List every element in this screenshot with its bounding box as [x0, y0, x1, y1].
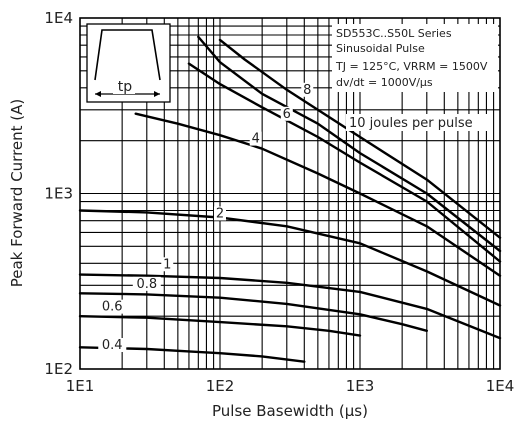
curve-label-bg — [249, 131, 262, 146]
annotation-line-1: SD553C..S50L Series — [336, 27, 452, 40]
curve-label-bg — [98, 338, 127, 353]
energy-label: 10 joules per pulse — [349, 116, 473, 131]
curve-1 — [78, 273, 502, 340]
tp-arrow-left-head — [95, 91, 101, 97]
y-axis-label: Peak Forward Current (A) — [8, 99, 26, 288]
curve-label-bg — [301, 82, 314, 97]
x-tick-label: 1E4 — [486, 377, 515, 395]
curve-label-0-8: 0.8 — [136, 277, 157, 292]
curve-label-0-4: 0.4 — [102, 338, 123, 353]
curve-label-bg — [98, 299, 127, 314]
annotation-line-4: dv/dt = 1000V/µs — [336, 76, 433, 89]
curve-8 — [197, 35, 502, 253]
curve-label-bg — [161, 257, 174, 272]
annotation-line-3: TJ = 125°C, VRRM = 1500V — [335, 60, 488, 73]
annotation-line-2: Sinusoidal Pulse — [336, 42, 425, 55]
y-tick-label: 1E2 — [44, 360, 73, 378]
tp-label: tp — [118, 79, 132, 95]
x-axis-label: Pulse Basewidth (µs) — [212, 402, 368, 420]
plot-frame — [79, 17, 501, 370]
curve-label-8: 8 — [303, 83, 311, 98]
curve-6 — [187, 62, 502, 263]
pulse-shape — [94, 29, 161, 81]
series-annotation: SD553C..S50L Series Sinusoidal Pulse TJ … — [332, 24, 498, 92]
energy-label-bg — [346, 114, 491, 131]
curve-2 — [78, 209, 502, 307]
x-tick-label: 1E1 — [66, 377, 95, 395]
tp-arrow-right-head — [154, 91, 160, 97]
curve-0-8 — [78, 292, 428, 332]
y-tick-label: 1E3 — [44, 185, 73, 203]
curve-label-0-6: 0.6 — [102, 300, 123, 315]
curve-label-bg — [132, 276, 161, 291]
curves — [78, 35, 502, 363]
curve-0-4 — [78, 346, 306, 363]
y-tick-label: 1E4 — [44, 9, 73, 27]
curve-4 — [134, 112, 502, 277]
curve-label-4: 4 — [252, 132, 260, 147]
curve-10 — [218, 38, 502, 239]
annotation-bg — [332, 24, 498, 92]
tp-label-bg — [113, 79, 135, 94]
curve-label-6: 6 — [283, 107, 291, 122]
curve-0-6 — [78, 315, 362, 337]
curve-label-bg — [214, 206, 226, 221]
curve-label-bg — [280, 106, 293, 121]
curve-label-1: 1 — [163, 257, 171, 272]
x-tick-label: 1E3 — [346, 377, 375, 395]
x-tick-label: 1E2 — [206, 377, 235, 395]
curve-labels: 0.4 0.6 0.8 1 2 4 68 — [98, 82, 314, 353]
curve-label-2: 2 — [216, 206, 224, 221]
pulse-inset: tp — [86, 23, 171, 103]
